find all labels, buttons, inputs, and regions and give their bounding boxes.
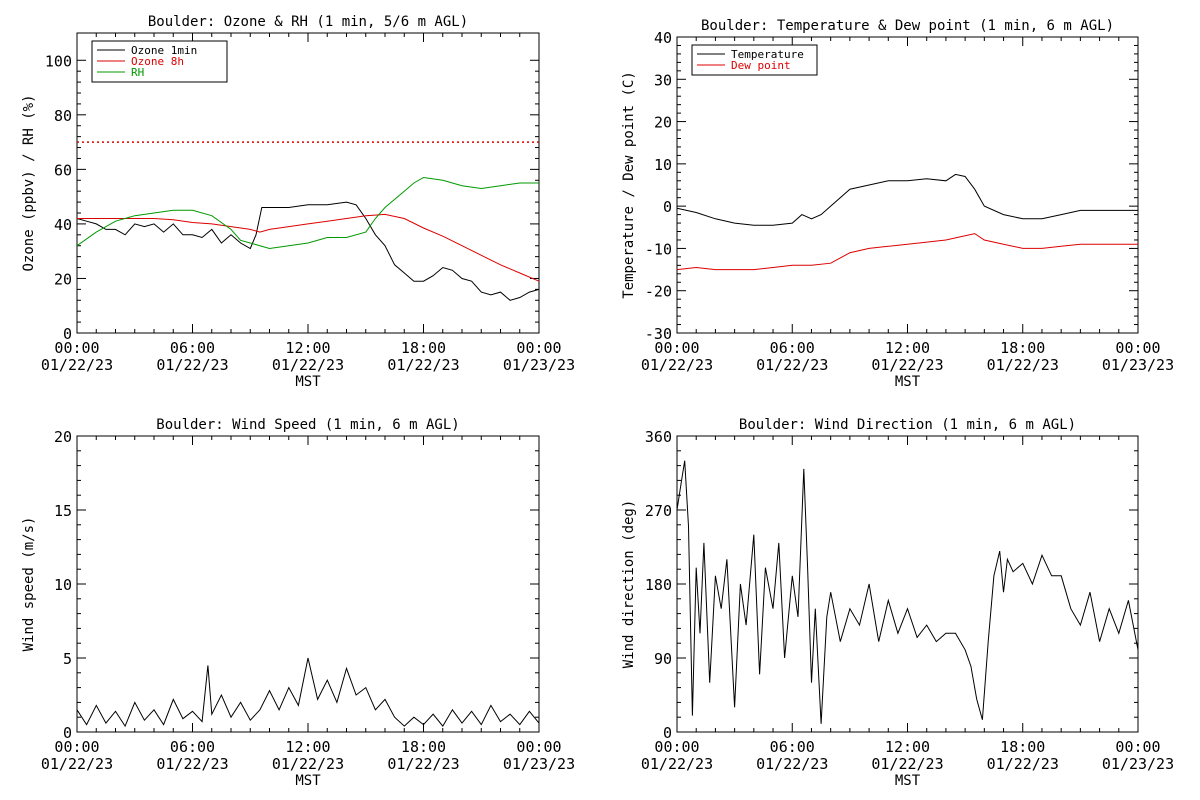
- x-tick-date: 01/23/23: [503, 356, 575, 374]
- y-tick-label: -30: [645, 325, 672, 343]
- x-tick-time: 18:00: [1000, 738, 1045, 756]
- x-tick-date: 01/22/23: [871, 356, 943, 374]
- series-line-dew-point: [676, 233, 1138, 271]
- series-line-temperature: [676, 173, 1138, 226]
- y-tick-label: 180: [645, 576, 672, 594]
- x-tick-time: 00:00: [516, 339, 561, 357]
- x-tick-time: 06:00: [770, 339, 815, 357]
- series-line-ozone-1min: [76, 201, 540, 301]
- y-axis-label: Temperature / Dew point (C): [621, 71, 637, 299]
- x-tick-date: 01/23/23: [1102, 755, 1174, 773]
- x-tick-date: 01/22/23: [387, 755, 459, 773]
- y-axis-label: Ozone (ppbv) / RH (%): [21, 94, 37, 271]
- x-tick-time: 12:00: [885, 339, 930, 357]
- y-tick-label: 20: [54, 428, 72, 446]
- series-line-ozone-8h: [77, 213, 540, 282]
- y-tick-label: 15: [54, 502, 72, 520]
- x-tick-date: 01/22/23: [387, 356, 459, 374]
- plot-frame: [676, 435, 1139, 733]
- ozone-rh-panel: Boulder: Ozone & RH (1 min, 5/6 m AGL) 0 2…: [21, 14, 575, 390]
- y-tick-label: 40: [654, 29, 672, 47]
- legend-label: Temperature: [731, 48, 804, 61]
- y-tick-label: 5: [63, 650, 72, 668]
- legend-box: [691, 44, 818, 76]
- y-axis-label: Wind speed (m/s): [21, 517, 37, 652]
- x-tick-time: 06:00: [170, 339, 215, 357]
- x-axis-label: MST: [895, 374, 921, 390]
- y-tick-label: 0: [663, 198, 672, 216]
- y-tick-label: -20: [645, 283, 672, 301]
- x-tick-date: 01/22/23: [987, 755, 1059, 773]
- x-axis-label: MST: [295, 773, 321, 789]
- plot-frame: [76, 435, 540, 733]
- x-tick-time: 00:00: [654, 738, 699, 756]
- legend-label: RH: [131, 66, 144, 79]
- x-tick-date: 01/22/23: [756, 356, 828, 374]
- x-tick-time: 00:00: [516, 738, 561, 756]
- chart-title: Boulder: Wind Speed (1 min, 6 m AGL): [156, 417, 459, 433]
- temp-dewpoint-panel: Boulder: Temperature & Dew point (1 min,…: [621, 18, 1174, 390]
- y-tick-label: 0: [63, 325, 72, 343]
- y-tick-label: 20: [54, 270, 72, 288]
- wind-speed-panel: Boulder: Wind Speed (1 min, 6 m AGL) 0 5 10…: [21, 417, 575, 789]
- legend-label: Ozone 8h: [131, 55, 184, 68]
- x-tick-time: 18:00: [401, 339, 446, 357]
- y-tick-label: 10: [54, 576, 72, 594]
- x-tick-date: 01/22/23: [156, 356, 228, 374]
- y-tick-label: 20: [654, 114, 672, 132]
- x-tick-time: 06:00: [770, 738, 815, 756]
- plot-frame: [676, 36, 1139, 334]
- chart-title: Boulder: Wind Direction (1 min, 6 m AGL): [739, 417, 1076, 433]
- x-axis-label: MST: [895, 773, 921, 789]
- x-tick-time: 00:00: [54, 738, 99, 756]
- wind-direction-panel: Boulder: Wind Direction (1 min, 6 m AGL)…: [621, 417, 1174, 789]
- chart-title: Boulder: Temperature & Dew point (1 min,…: [701, 18, 1114, 34]
- x-tick-time: 12:00: [285, 339, 330, 357]
- x-tick-date: 01/22/23: [41, 356, 113, 374]
- x-tick-date: 01/22/23: [987, 356, 1059, 374]
- x-tick-date: 01/23/23: [503, 755, 575, 773]
- x-tick-time: 06:00: [170, 738, 215, 756]
- chart-title: Boulder: Ozone & RH (1 min, 5/6 m AGL): [148, 14, 468, 30]
- x-tick-time: 18:00: [401, 738, 446, 756]
- x-tick-time: 12:00: [885, 738, 930, 756]
- y-tick-label: 30: [654, 71, 672, 89]
- x-tick-date: 01/22/23: [272, 356, 344, 374]
- y-tick-label: 270: [645, 502, 672, 520]
- x-tick-date: 01/22/23: [156, 755, 228, 773]
- x-tick-date: 01/22/23: [756, 755, 828, 773]
- y-tick-label: 0: [63, 724, 72, 742]
- y-tick-label: 60: [54, 161, 72, 179]
- y-tick-label: 40: [54, 216, 72, 234]
- y-axis-label: Wind direction (deg): [621, 500, 637, 669]
- legend-label: Ozone 1min: [131, 44, 197, 57]
- y-tick-label: 0: [663, 724, 672, 742]
- legend-label: Dew point: [731, 59, 791, 72]
- x-tick-time: 18:00: [1000, 339, 1045, 357]
- x-tick-date: 01/22/23: [641, 356, 713, 374]
- x-axis-label: MST: [295, 374, 321, 390]
- series-line-data: [676, 460, 1139, 724]
- x-tick-time: 00:00: [1115, 339, 1160, 357]
- x-tick-date: 01/22/23: [641, 755, 713, 773]
- series-line-data: [76, 657, 540, 728]
- x-tick-date: 01/22/23: [272, 755, 344, 773]
- x-tick-time: 12:00: [285, 738, 330, 756]
- x-tick-time: 00:00: [1115, 738, 1160, 756]
- x-tick-time: 00:00: [654, 339, 699, 357]
- x-tick-date: 01/22/23: [871, 755, 943, 773]
- y-tick-label: 360: [645, 428, 672, 446]
- y-tick-label: -10: [645, 240, 672, 258]
- x-tick-date: 01/22/23: [41, 755, 113, 773]
- y-tick-label: 80: [54, 107, 72, 125]
- x-tick-time: 00:00: [54, 339, 99, 357]
- y-tick-label: 90: [654, 650, 672, 668]
- x-tick-date: 01/23/23: [1102, 356, 1174, 374]
- series-line-rh: [76, 176, 539, 250]
- y-tick-label: 100: [45, 52, 72, 70]
- y-tick-label: 10: [654, 156, 672, 174]
